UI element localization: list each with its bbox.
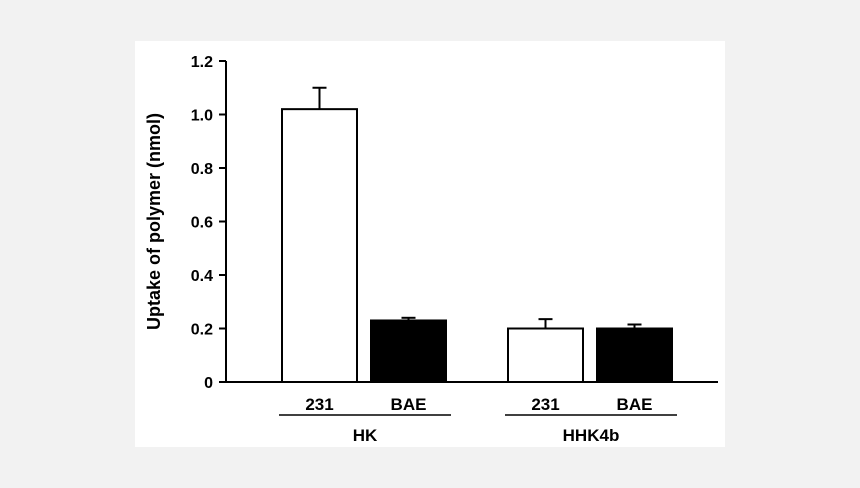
category-labels: 231 BAE HK 231 BAE HHK4b	[305, 395, 652, 445]
bar-category-label: 231	[531, 395, 559, 414]
y-axis-title: Uptake of polymer (nmol)	[144, 113, 164, 330]
bar-category-label: BAE	[391, 395, 427, 414]
y-tick-label: 0.8	[191, 161, 213, 178]
bars	[281, 108, 673, 384]
error-bars	[312, 86, 642, 329]
y-tick-label: 0.2	[191, 322, 213, 339]
y-tick-label: 0.4	[191, 268, 213, 285]
bar-hhk4b-bae	[596, 327, 673, 383]
bar-category-label: BAE	[617, 395, 653, 414]
group-label: HHK4b	[563, 426, 620, 445]
group-label: HK	[353, 426, 378, 445]
y-tick-label: 1.2	[191, 54, 213, 71]
y-tick-label: 0	[204, 375, 213, 392]
bar-hhk4b-231	[507, 327, 584, 383]
bar-hk-bae	[370, 319, 447, 384]
bar-hk-231	[281, 108, 358, 384]
y-tick-label: 0.6	[191, 215, 213, 232]
y-tick-label: 1.0	[191, 108, 213, 125]
bar-category-label: 231	[305, 395, 333, 414]
y-axis-ticks: 0 0.2 0.4 0.6 0.8 1.0 1.2	[191, 54, 226, 392]
